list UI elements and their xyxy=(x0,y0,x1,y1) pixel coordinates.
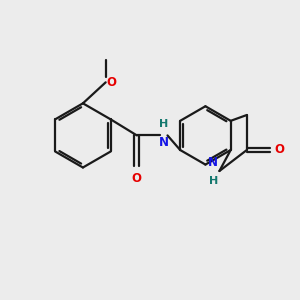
Text: O: O xyxy=(107,76,117,89)
Text: N: N xyxy=(159,136,169,149)
Text: N: N xyxy=(208,156,218,169)
Text: H: H xyxy=(209,176,218,186)
Text: H: H xyxy=(159,119,168,129)
Text: O: O xyxy=(132,172,142,185)
Text: O: O xyxy=(274,143,284,157)
